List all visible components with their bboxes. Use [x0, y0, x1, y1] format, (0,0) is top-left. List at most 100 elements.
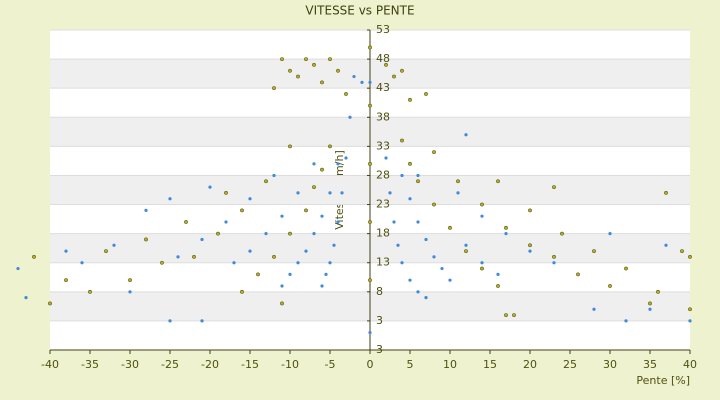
point: [424, 237, 428, 242]
y-tick-label: 8: [376, 285, 383, 298]
point: [480, 214, 484, 218]
x-tick-label: -5: [325, 358, 336, 371]
point: [200, 319, 204, 323]
x-tick-label: 40: [683, 358, 697, 371]
point: [128, 278, 132, 283]
point: [280, 301, 284, 306]
point: [24, 296, 28, 300]
point: [368, 330, 372, 335]
point: [400, 68, 404, 73]
x-tick-label: -10: [281, 358, 299, 371]
point: [416, 179, 420, 184]
y-tick-label: 38: [376, 110, 390, 123]
point: [408, 161, 412, 166]
point: [280, 214, 284, 218]
point: [368, 278, 372, 283]
point: [464, 249, 468, 253]
point: [512, 313, 516, 317]
point: [432, 202, 436, 207]
point: [448, 278, 452, 282]
point: [496, 284, 500, 288]
point: [64, 278, 68, 283]
point: [112, 243, 116, 247]
point: [176, 255, 180, 259]
point: [160, 260, 164, 265]
point: [312, 162, 316, 166]
point: [280, 57, 284, 61]
point: [360, 80, 364, 84]
y-tick-label: 33: [376, 139, 390, 152]
point: [416, 290, 420, 294]
x-tick-label: 35: [643, 358, 657, 371]
x-tick-label: 10: [443, 358, 457, 371]
point: [328, 144, 332, 149]
point: [288, 68, 292, 73]
point: [432, 255, 436, 259]
point: [528, 208, 532, 213]
point: [424, 92, 428, 96]
point: [480, 266, 484, 271]
point: [688, 307, 692, 312]
y-tick-label: 48: [376, 52, 390, 65]
point: [272, 173, 276, 178]
point: [504, 232, 508, 236]
point: [80, 261, 84, 265]
point: [168, 197, 172, 201]
point: [688, 255, 692, 259]
point: [144, 237, 148, 242]
point: [144, 208, 148, 212]
point: [688, 319, 692, 323]
point: [392, 74, 396, 79]
point: [480, 261, 484, 265]
x-tick-label: 30: [603, 358, 617, 371]
point: [504, 313, 508, 317]
point: [312, 232, 316, 236]
point: [272, 86, 276, 91]
point: [384, 63, 388, 67]
x-tick-label: -40: [41, 358, 59, 371]
point: [304, 208, 308, 213]
point: [264, 232, 268, 236]
point: [296, 74, 300, 79]
point: [552, 185, 556, 189]
point: [192, 255, 196, 259]
point: [320, 80, 324, 85]
point: [368, 103, 372, 108]
point: [332, 243, 336, 247]
point: [664, 243, 668, 247]
point: [368, 220, 372, 224]
x-tick-label: 0: [367, 358, 374, 371]
point: [368, 45, 372, 50]
x-tick-label: -25: [161, 358, 179, 371]
point: [624, 319, 628, 323]
point: [504, 225, 508, 230]
point: [440, 266, 444, 271]
x-tick-label: -30: [121, 358, 139, 371]
chart-title: VITESSE vs PENTE: [305, 4, 414, 18]
point: [304, 57, 308, 61]
x-tick-label: 25: [563, 358, 577, 371]
point: [384, 156, 388, 160]
point: [208, 185, 212, 189]
y-tick-label: 43: [376, 81, 390, 94]
point: [240, 289, 244, 294]
point: [320, 284, 324, 288]
point: [392, 220, 396, 224]
x-axis-title: Pente [%]: [636, 374, 690, 387]
point: [408, 97, 412, 102]
point: [648, 307, 652, 311]
point: [416, 220, 420, 224]
point: [608, 232, 612, 236]
y-tick-label: 3: [376, 314, 383, 327]
point: [224, 220, 228, 224]
point: [88, 289, 92, 294]
point: [288, 272, 292, 276]
point: [528, 249, 532, 253]
point: [304, 249, 308, 253]
point: [240, 208, 244, 213]
point: [448, 225, 452, 230]
point: [344, 92, 348, 96]
point: [664, 191, 668, 195]
point: [340, 191, 344, 195]
